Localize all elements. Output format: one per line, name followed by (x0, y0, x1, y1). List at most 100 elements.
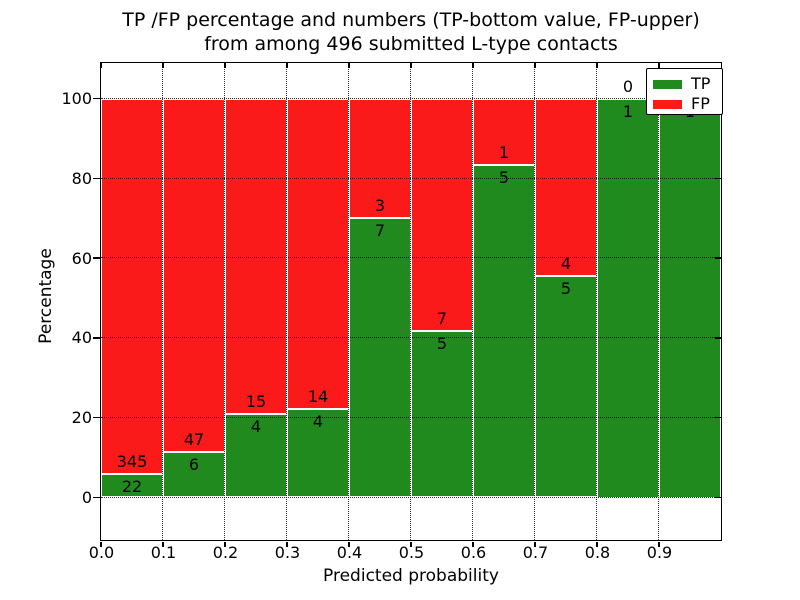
chart-title: TP /FP percentage and numbers (TP-bottom… (100, 9, 722, 56)
bar-segment-tp (535, 275, 597, 498)
x-tick-label: 0.5 (398, 543, 425, 562)
x-axis-tick (534, 541, 536, 547)
x-axis-tick-top (162, 63, 164, 68)
bar-count-label-tp: 7 (374, 221, 386, 241)
bar-count-label-tp: 5 (436, 334, 448, 354)
bar-segment-fp (349, 98, 411, 219)
x-axis-tick (596, 541, 598, 547)
bar-segment-tp (349, 218, 411, 498)
bar-count-label-tp: 1 (622, 101, 634, 121)
y-axis-tick (93, 416, 100, 419)
y-axis-tick (93, 177, 100, 180)
legend-item-tp: TP (653, 74, 722, 94)
x-axis-tick-top (286, 63, 288, 68)
chart-title-line2: from among 496 submitted L-type contacts (204, 32, 618, 55)
bar-segment-fp (163, 98, 225, 453)
y-tick-label: 100 (61, 89, 92, 108)
x-tick-label: 0.7 (522, 543, 549, 562)
x-tick-label: 0.6 (460, 543, 487, 562)
x-tick-label: 0.0 (88, 543, 115, 562)
bar-count-label-fp: 1 (498, 143, 510, 162)
y-axis-tick (93, 337, 100, 339)
y-axis-label: Percentage (36, 248, 56, 344)
gridline-v (162, 63, 164, 540)
bar-segment-tp (411, 331, 473, 498)
y-axis-tick-right (715, 177, 721, 180)
bar-count-label-tp: 5 (560, 278, 572, 298)
y-axis-tick (93, 97, 100, 100)
x-axis-tick (410, 541, 412, 547)
bar-segment-tp (225, 413, 287, 498)
bar-segment-fp (101, 98, 163, 474)
x-axis-tick-top (658, 63, 660, 68)
gridline-v (658, 63, 660, 540)
gridline-v (596, 63, 598, 540)
x-axis-tick (162, 541, 164, 547)
legend: TP FP (646, 68, 723, 115)
legend-item-fp: FP (653, 94, 722, 114)
x-axis-tick (658, 541, 660, 547)
y-tick-label: 60 (71, 248, 92, 268)
x-axis-tick-top (534, 63, 536, 68)
x-tick-label: 0.2 (212, 543, 239, 562)
x-axis-tick-top (100, 63, 102, 68)
bar-count-label-fp: 15 (245, 391, 267, 411)
x-axis-tick (348, 541, 350, 547)
y-tick-label: 20 (71, 408, 92, 428)
bar-count-label-fp: 3 (374, 196, 386, 216)
bar-segment-fp (473, 98, 535, 165)
x-axis-tick (286, 541, 288, 547)
bar-count-label-fp: 345 (116, 451, 148, 471)
gridline-v (286, 63, 288, 540)
x-axis-tick (472, 541, 474, 547)
x-tick-label: 0.4 (336, 543, 363, 562)
plot-area: 34522476154144377515450101 (93, 62, 722, 547)
bar-segment-fp (225, 98, 287, 414)
y-tick-label: 0 (81, 488, 92, 507)
bar-count-label-fp: 14 (307, 386, 329, 406)
y-axis-tick-right (715, 496, 721, 499)
gridline-v (224, 63, 226, 540)
x-axis-label: Predicted probability (323, 566, 499, 586)
bar-segment-fp (535, 98, 597, 276)
bar-count-label-tp: 4 (250, 416, 262, 436)
bar-segment-tp (597, 98, 659, 498)
bar-count-label-tp: 6 (188, 455, 200, 475)
gridline-v (348, 63, 350, 540)
x-axis-tick (224, 541, 226, 547)
y-axis-tick-right (715, 337, 721, 339)
x-axis-tick-top (348, 63, 350, 68)
x-axis-tick (100, 541, 102, 547)
bar-count-label-fp: 0 (622, 76, 634, 96)
x-tick-label: 0.1 (150, 543, 177, 562)
gridline-v (534, 63, 536, 540)
y-axis-tick-right (715, 257, 721, 259)
bar-count-label-fp: 7 (436, 309, 448, 329)
gridline-v (472, 63, 474, 540)
legend-label-tp: TP (691, 74, 711, 93)
bar-segment-fp (287, 98, 349, 409)
x-tick-label: 0.9 (646, 543, 673, 562)
bar-count-label-tp: 5 (498, 168, 510, 187)
bar-count-label-fp: 4 (560, 253, 572, 273)
x-axis-tick-top (596, 63, 598, 68)
bar-count-label-tp: 22 (121, 476, 143, 496)
legend-label-fp: FP (691, 94, 710, 113)
bar-count-label-fp: 47 (183, 430, 205, 450)
tp-color-swatch (653, 79, 682, 89)
bar-segment-tp (659, 98, 721, 498)
gridline-v (410, 63, 412, 540)
y-tick-label: 40 (71, 328, 92, 348)
y-axis-tick-right (715, 416, 721, 419)
bar-segment-fp (411, 98, 473, 332)
y-axis-tick (93, 257, 100, 259)
bar-segment-tp (287, 408, 349, 498)
x-tick-label: 0.3 (274, 543, 301, 562)
chart-title-line1: TP /FP percentage and numbers (TP-bottom… (122, 9, 700, 31)
bar-segment-tp (473, 165, 535, 498)
x-axis-tick-top (224, 63, 226, 68)
bar-count-label-tp: 4 (312, 411, 324, 431)
x-axis-tick-top (472, 63, 474, 68)
x-tick-label: 0.8 (584, 543, 611, 562)
